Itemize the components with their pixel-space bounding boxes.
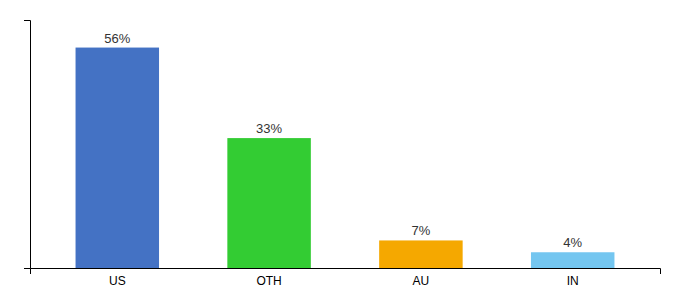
x-tick-label: IN: [567, 274, 579, 288]
bar: [379, 240, 462, 268]
data-label: 56%: [104, 31, 130, 46]
data-label: 33%: [256, 121, 282, 136]
y-axis-line: [24, 21, 31, 269]
x-axis: US OTH AU IN: [31, 269, 661, 288]
x-tick: IN: [567, 274, 579, 288]
bar: [227, 138, 310, 268]
data-labels: 56% 33% 7% 4%: [104, 31, 582, 251]
bars: [76, 48, 615, 268]
x-tick: AU: [413, 274, 430, 288]
x-tick-label: OTH: [256, 274, 281, 288]
chart: US OTH AU IN 56% 33% 7% 4%: [0, 0, 680, 300]
x-tick-label: AU: [413, 274, 430, 288]
bar: [531, 252, 614, 268]
data-label: 7%: [412, 223, 431, 238]
bar: [76, 48, 159, 268]
plot: US OTH AU IN 56% 33% 7% 4%: [24, 21, 661, 288]
y-axis: [24, 21, 31, 269]
x-tick-label: US: [109, 274, 126, 288]
data-label: 4%: [563, 235, 582, 250]
x-tick: OTH: [256, 274, 281, 288]
x-tick: US: [109, 274, 126, 288]
